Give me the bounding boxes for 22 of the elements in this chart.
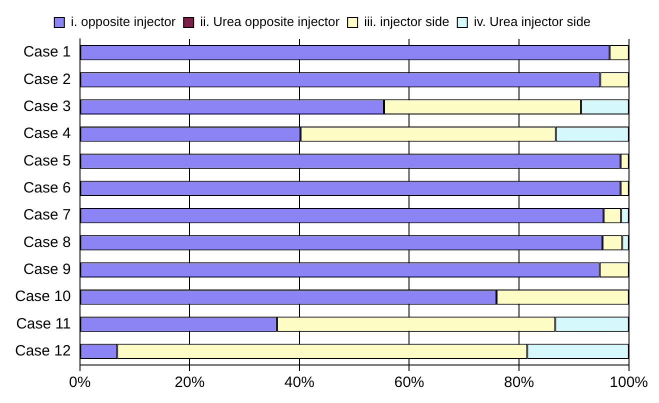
x-tick-label: 80% [504, 374, 534, 392]
x-tick-label: 20% [174, 374, 205, 392]
x-tick-label: 100% [610, 374, 648, 392]
legend-label: iv. Urea injector side [474, 14, 591, 30]
legend-label: iii. injector side [364, 14, 450, 30]
y-tick-label: Case 6 [23, 180, 71, 197]
y-tick-label: Case 1 [23, 44, 71, 61]
y-tick-label: Case 7 [23, 206, 71, 224]
y-tick-label: Case 3 [23, 98, 71, 116]
x-tick-label: 0% [69, 374, 91, 392]
y-tick-label: Case 5 [23, 152, 71, 170]
y-tick-label: Case 2 [23, 70, 71, 88]
x-tick-label: 40% [284, 374, 314, 392]
legend-label: i. opposite injector [70, 14, 176, 30]
y-tick-label: Case 4 [23, 125, 71, 142]
y-tick-label: Case 9 [23, 261, 71, 278]
y-tick-label: Case 8 [23, 234, 71, 251]
y-tick-label: Case 11 [16, 315, 71, 332]
x-tick-label: 60% [394, 374, 424, 392]
y-tick-label: Case 12 [14, 342, 71, 360]
y-tick-label: Case 10 [14, 288, 71, 306]
legend-label: ii. Urea opposite injector [200, 14, 340, 30]
